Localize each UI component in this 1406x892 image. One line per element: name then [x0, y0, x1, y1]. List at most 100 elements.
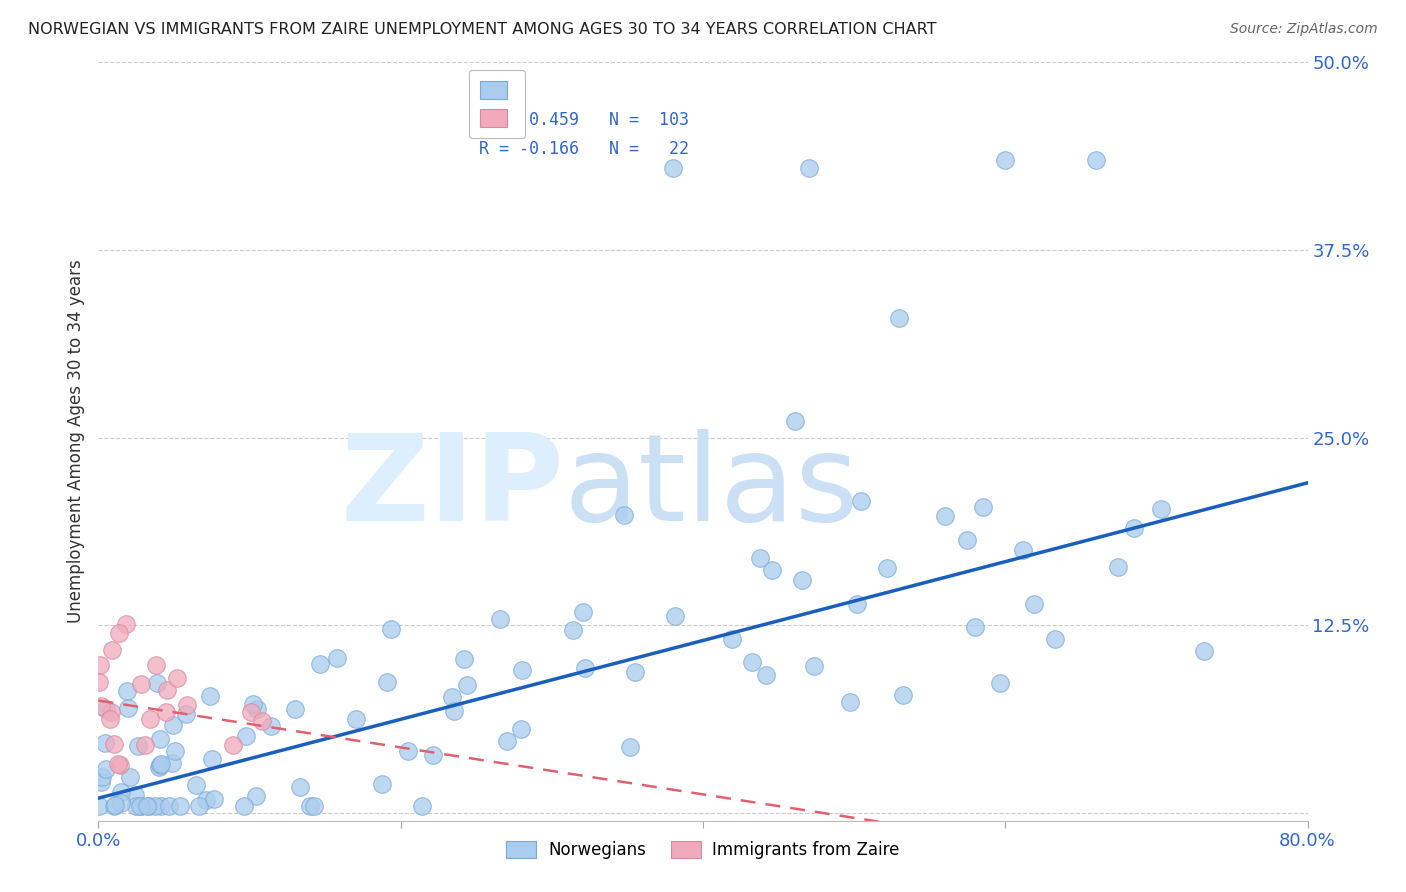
- Point: [148, 759, 170, 773]
- Point: [127, 739, 149, 753]
- Point: [1150, 502, 1173, 516]
- Point: [150, 756, 173, 771]
- Point: [115, 683, 138, 698]
- Point: [124, 788, 146, 802]
- Point: [972, 500, 994, 515]
- Point: [1122, 521, 1144, 535]
- Point: [963, 620, 986, 634]
- Point: [489, 612, 512, 626]
- Point: [104, 797, 127, 812]
- Point: [100, 705, 122, 719]
- Legend: Norwegians, Immigrants from Zaire: Norwegians, Immigrants from Zaire: [499, 834, 907, 865]
- Point: [129, 798, 152, 813]
- Point: [453, 652, 475, 666]
- Point: [741, 655, 763, 669]
- Point: [118, 770, 141, 784]
- Point: [624, 665, 647, 679]
- Point: [891, 688, 914, 702]
- Point: [664, 609, 686, 624]
- Point: [371, 777, 394, 791]
- Point: [1043, 632, 1066, 646]
- Point: [456, 678, 478, 692]
- Point: [90, 774, 112, 789]
- Point: [845, 597, 868, 611]
- Point: [235, 729, 257, 743]
- Point: [1085, 153, 1108, 167]
- Text: ZIP: ZIP: [340, 428, 564, 546]
- Point: [876, 561, 898, 575]
- Point: [284, 702, 307, 716]
- Point: [233, 798, 256, 813]
- Point: [661, 161, 683, 175]
- Point: [849, 493, 872, 508]
- Point: [90, 699, 112, 714]
- Point: [797, 161, 820, 175]
- Point: [246, 702, 269, 716]
- Point: [375, 675, 398, 690]
- Point: [134, 738, 156, 752]
- Point: [298, 798, 321, 813]
- Point: [748, 550, 770, 565]
- Point: [572, 606, 595, 620]
- Point: [188, 798, 211, 813]
- Point: [98, 712, 121, 726]
- Point: [245, 789, 267, 803]
- Point: [103, 798, 125, 813]
- Point: [202, 792, 225, 806]
- Point: [94, 702, 117, 716]
- Point: [107, 757, 129, 772]
- Point: [136, 798, 159, 813]
- Point: [149, 757, 172, 772]
- Point: [87, 675, 110, 690]
- Point: [149, 731, 172, 746]
- Point: [129, 798, 152, 813]
- Point: [155, 683, 177, 698]
- Point: [443, 704, 465, 718]
- Point: [1011, 542, 1033, 557]
- Point: [94, 763, 117, 777]
- Point: [125, 798, 148, 813]
- Point: [110, 785, 132, 799]
- Point: [157, 798, 180, 813]
- Point: [380, 622, 402, 636]
- Point: [290, 780, 312, 794]
- Point: [326, 651, 349, 665]
- Point: [201, 752, 224, 766]
- Point: [89, 658, 111, 673]
- Point: [110, 796, 132, 810]
- Point: [721, 632, 744, 647]
- Point: [994, 153, 1017, 167]
- Point: [838, 695, 860, 709]
- Point: [240, 706, 263, 720]
- Point: [934, 508, 956, 523]
- Point: [184, 778, 207, 792]
- Point: [176, 698, 198, 713]
- Point: [790, 573, 813, 587]
- Point: [1107, 560, 1129, 574]
- Point: [619, 739, 641, 754]
- Point: [988, 676, 1011, 690]
- Point: [309, 657, 332, 672]
- Point: [129, 677, 152, 691]
- Point: [169, 798, 191, 813]
- Point: [149, 798, 172, 813]
- Text: R = -0.166   N =   22: R = -0.166 N = 22: [479, 140, 689, 158]
- Point: [163, 744, 186, 758]
- Point: [440, 690, 463, 705]
- Point: [761, 563, 783, 577]
- Point: [114, 617, 136, 632]
- Point: [574, 661, 596, 675]
- Point: [108, 758, 131, 772]
- Text: atlas: atlas: [564, 428, 859, 546]
- Point: [803, 659, 825, 673]
- Point: [143, 798, 166, 813]
- Point: [198, 690, 221, 704]
- Point: [162, 717, 184, 731]
- Point: [222, 738, 245, 752]
- Point: [889, 310, 911, 325]
- Point: [510, 663, 533, 677]
- Point: [91, 770, 114, 784]
- Point: [94, 736, 117, 750]
- Point: [166, 672, 188, 686]
- Point: [250, 714, 273, 728]
